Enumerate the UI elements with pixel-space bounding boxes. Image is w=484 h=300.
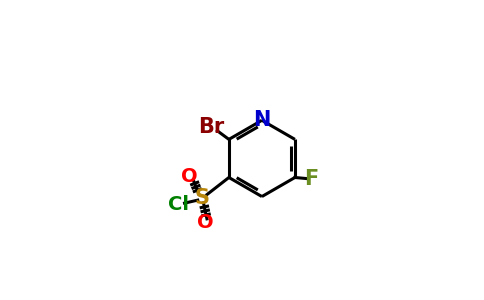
Text: S: S <box>195 188 210 208</box>
Text: Br: Br <box>198 117 225 137</box>
Text: F: F <box>304 169 318 189</box>
Text: O: O <box>197 213 214 232</box>
Text: Cl: Cl <box>167 195 189 214</box>
Text: N: N <box>253 110 271 130</box>
Text: O: O <box>182 167 198 186</box>
